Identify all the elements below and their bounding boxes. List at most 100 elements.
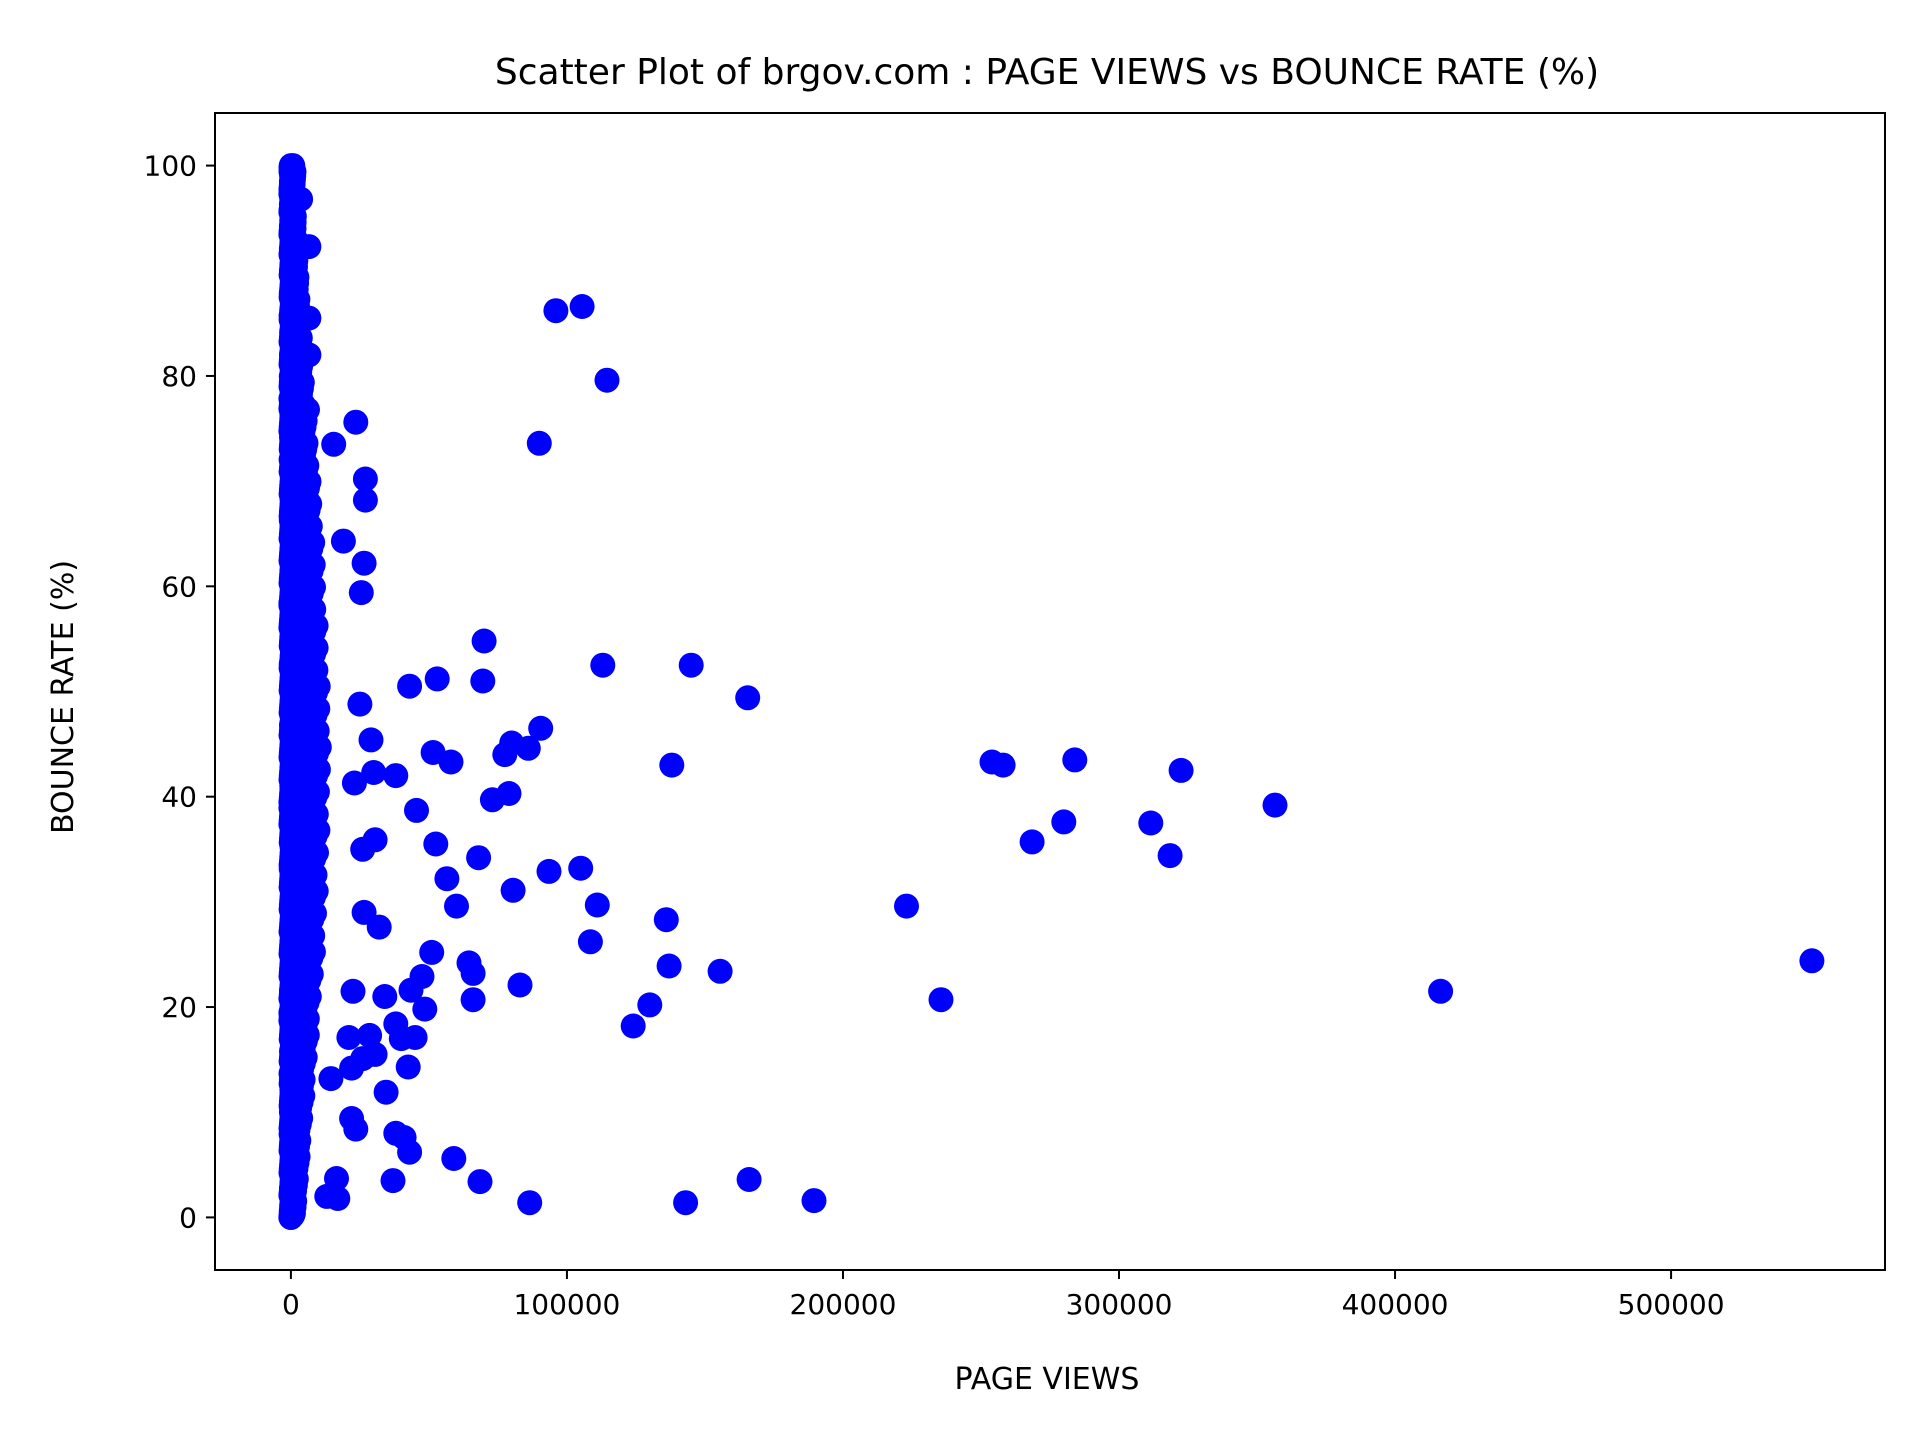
plot-frame — [214, 112, 1886, 1271]
data-point — [517, 1190, 543, 1216]
data-point — [352, 487, 378, 513]
data-point — [361, 760, 387, 785]
data-point — [526, 430, 552, 456]
data-point — [460, 960, 486, 986]
data-point — [584, 892, 610, 918]
data-point — [372, 984, 398, 1009]
data-point — [736, 1167, 762, 1192]
data-point — [990, 752, 1016, 778]
data-point — [1168, 757, 1194, 783]
data-point — [340, 978, 366, 1004]
y-axis-label: BOUNCE RATE (%) — [46, 560, 81, 834]
data-point — [536, 858, 562, 884]
y-tick-label: 60 — [161, 570, 197, 603]
y-tick-label: 20 — [161, 991, 197, 1024]
data-point — [352, 466, 378, 492]
data-point — [1157, 843, 1183, 869]
x-tick-label: 500000 — [1618, 1288, 1725, 1321]
y-tick-label: 80 — [161, 360, 197, 393]
data-point — [343, 409, 369, 435]
data-point — [343, 1116, 369, 1142]
data-point — [466, 845, 492, 871]
data-point — [412, 996, 438, 1022]
y-axis-ticks: 0 20 40 60 80 100 — [144, 150, 215, 1234]
x-tick-label: 400000 — [1342, 1288, 1449, 1321]
y-tick-label: 40 — [161, 781, 197, 814]
y-tick-label: 0 — [179, 1201, 197, 1234]
data-point — [577, 929, 603, 955]
data-point — [515, 735, 541, 761]
data-point — [380, 1168, 406, 1194]
data-point — [318, 1066, 344, 1092]
data-point — [569, 294, 595, 319]
data-point — [388, 1026, 414, 1052]
data-point — [296, 305, 322, 331]
data-point — [590, 652, 616, 678]
data-point — [366, 914, 392, 940]
data-point — [500, 877, 526, 903]
x-tick-label: 0 — [282, 1288, 300, 1321]
data-point — [637, 992, 663, 1018]
x-tick-label: 100000 — [513, 1288, 620, 1321]
data-point — [441, 1146, 467, 1171]
data-point — [460, 987, 486, 1013]
data-point — [434, 866, 460, 892]
data-point — [801, 1188, 827, 1214]
data-point — [341, 770, 367, 796]
data-point — [673, 1190, 699, 1216]
data-point — [568, 855, 594, 881]
data-point — [444, 893, 469, 919]
data-point — [659, 752, 685, 778]
data-point — [358, 727, 384, 753]
x-tick-label: 300000 — [1066, 1288, 1173, 1321]
data-point — [395, 1054, 421, 1080]
data-point — [438, 749, 464, 775]
chart-title: Scatter Plot of brgov.com : PAGE VIEWS v… — [495, 52, 1599, 93]
data-point — [397, 1139, 423, 1165]
data-point — [1138, 810, 1164, 836]
data-point — [543, 298, 569, 324]
data-point — [357, 1022, 383, 1048]
data-point — [348, 580, 374, 606]
data-point — [707, 958, 733, 984]
data-point — [314, 1183, 340, 1209]
data-point — [656, 953, 682, 979]
cluster-point — [280, 153, 306, 179]
data-point — [398, 977, 424, 1003]
data-point — [470, 668, 496, 694]
data-point — [321, 431, 347, 457]
data-point — [467, 1169, 493, 1195]
data-point — [423, 831, 449, 857]
data-point — [678, 652, 704, 678]
data-point — [347, 691, 373, 717]
data-point — [1799, 948, 1825, 974]
data-point — [496, 781, 522, 806]
data-point — [424, 666, 450, 692]
data-point — [507, 972, 533, 998]
data-point — [1428, 978, 1454, 1004]
data-point — [419, 939, 445, 965]
data-point — [528, 715, 554, 741]
x-axis-ticks: 0 100000 200000 300000 400000 500000 — [282, 1270, 1725, 1321]
data-point — [397, 673, 423, 699]
data-point — [404, 797, 429, 823]
data-points — [278, 153, 1825, 1230]
data-point — [295, 397, 320, 423]
data-point — [351, 550, 377, 576]
data-point — [296, 234, 322, 260]
x-tick-label: 200000 — [790, 1288, 897, 1321]
data-point — [383, 763, 409, 789]
data-point — [653, 907, 679, 933]
data-point — [373, 1079, 399, 1105]
data-point — [339, 1055, 365, 1081]
data-point — [928, 987, 954, 1013]
data-point — [1062, 747, 1088, 773]
y-tick-label: 100 — [144, 150, 197, 183]
data-point — [1051, 809, 1077, 835]
data-point — [350, 836, 376, 862]
data-point — [336, 1025, 362, 1050]
data-point — [594, 367, 620, 393]
data-point — [471, 628, 497, 654]
data-point — [296, 342, 322, 368]
